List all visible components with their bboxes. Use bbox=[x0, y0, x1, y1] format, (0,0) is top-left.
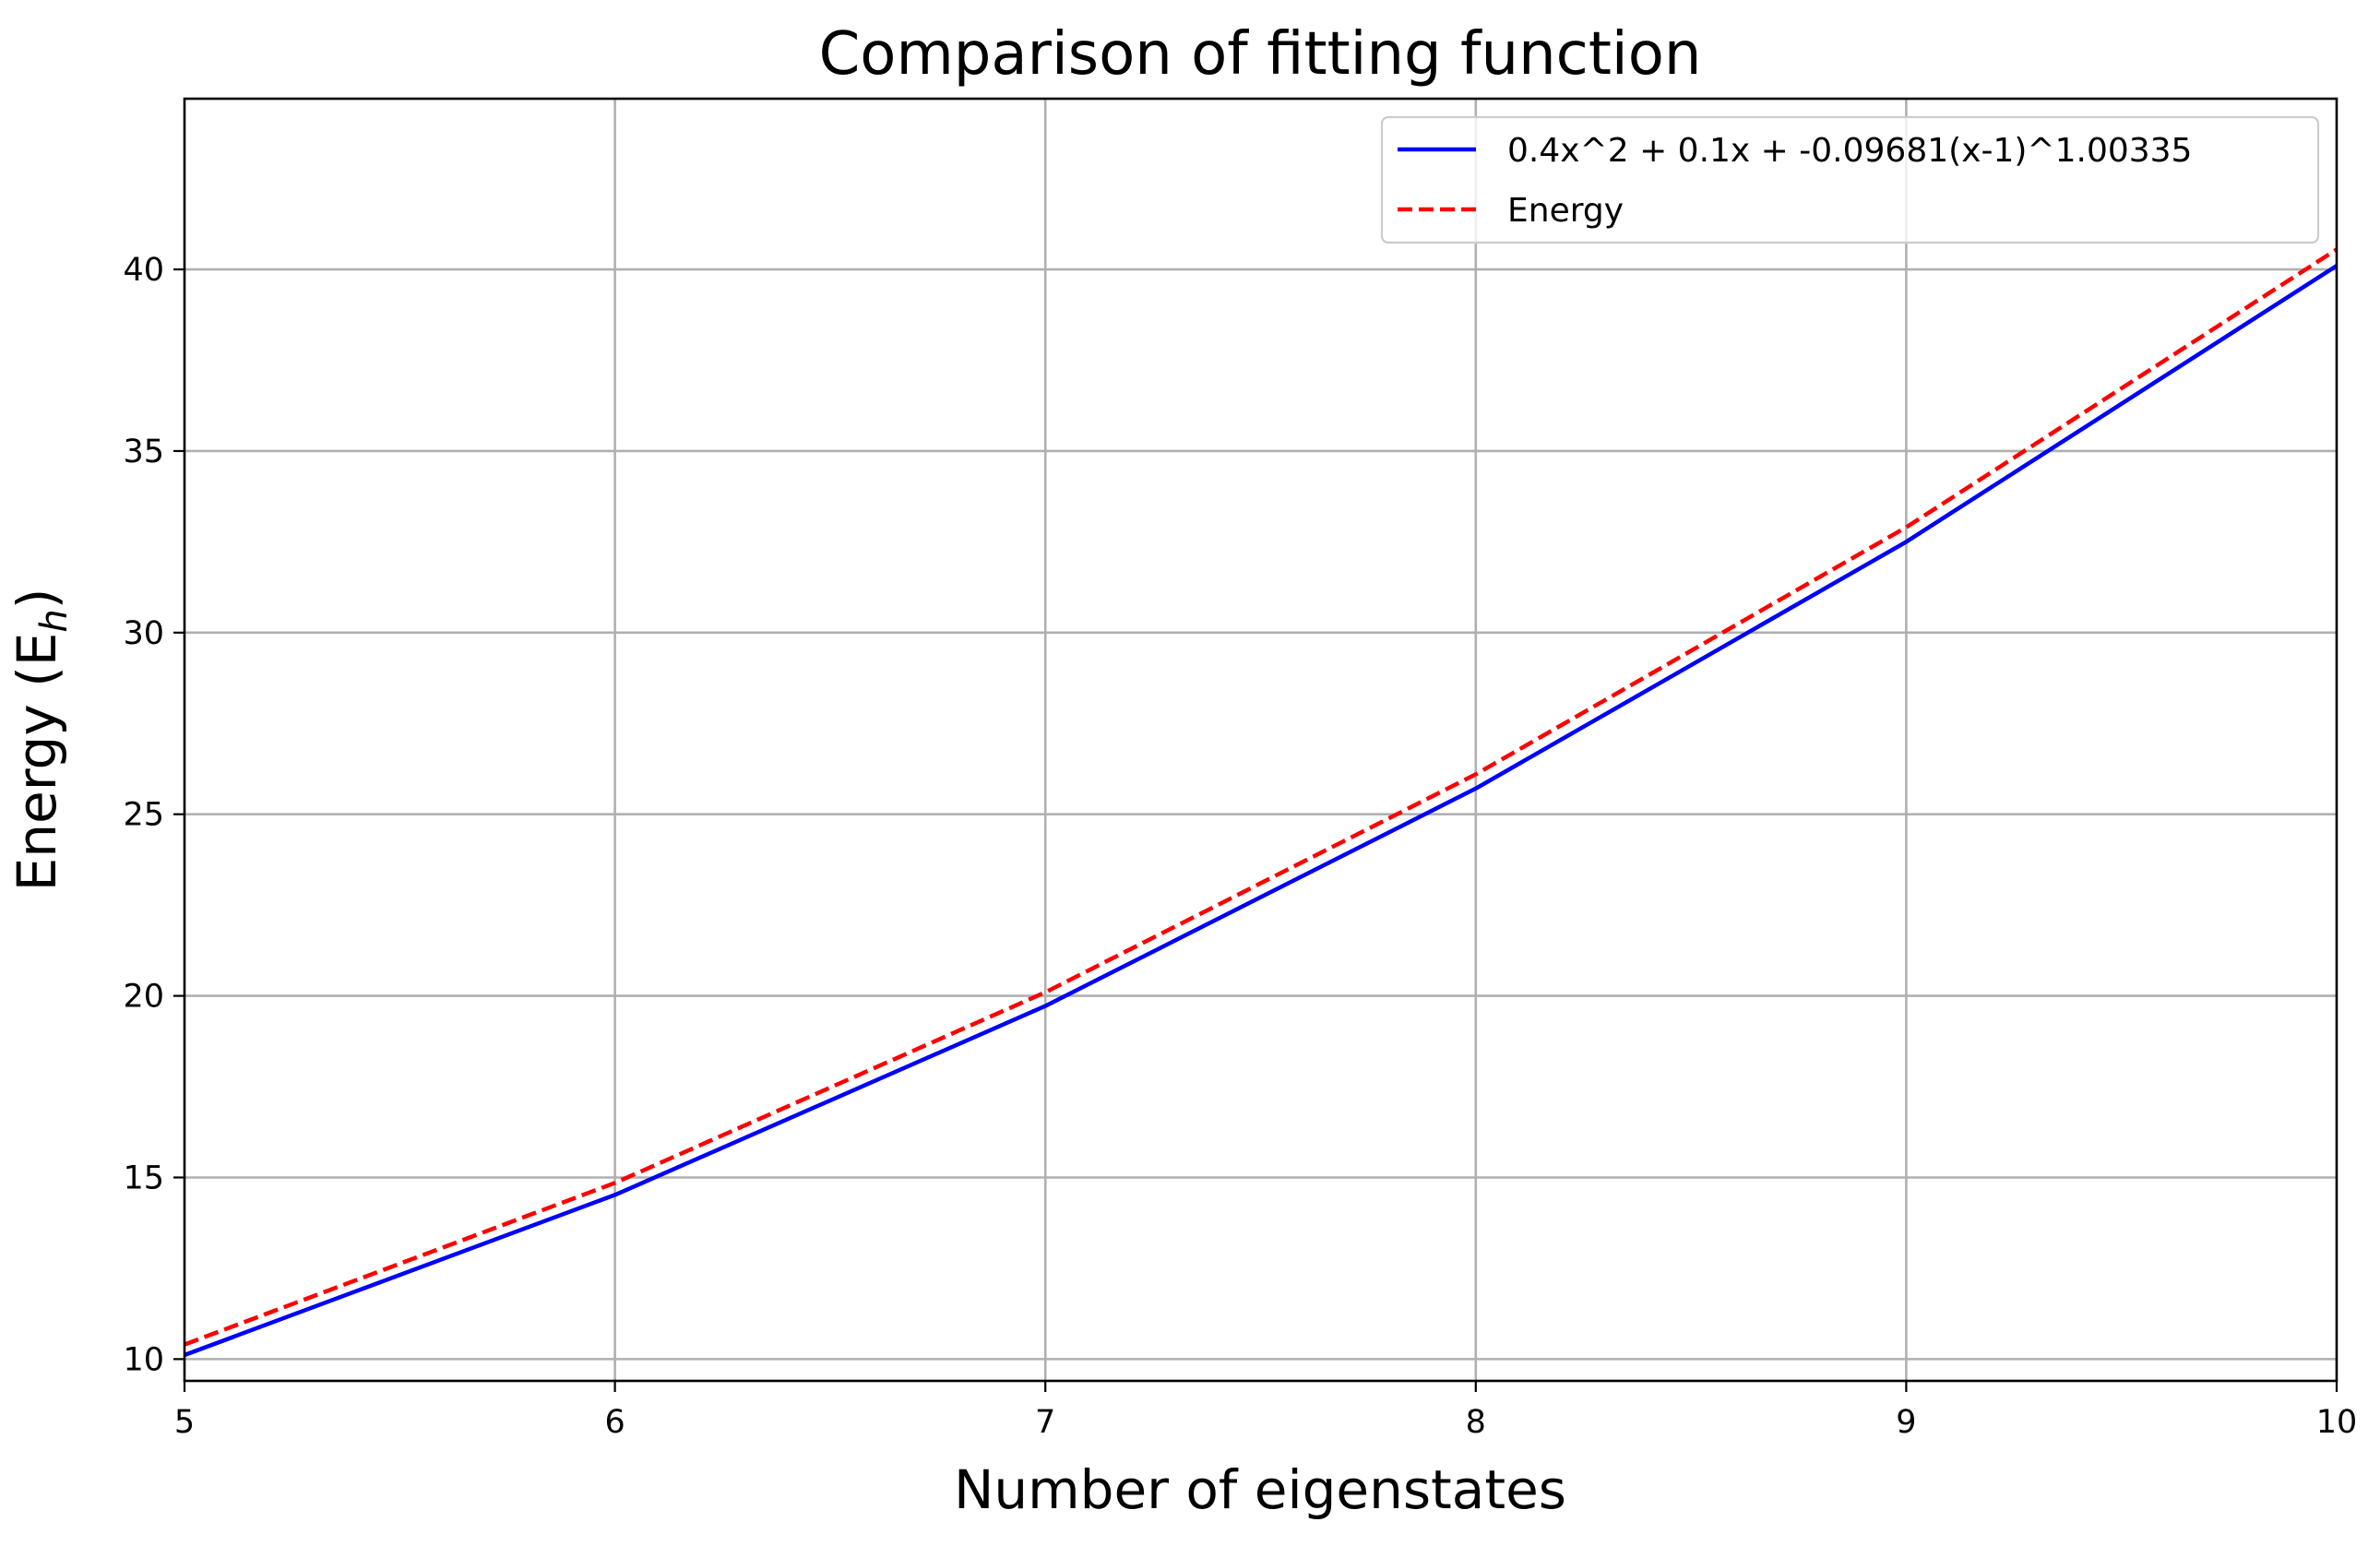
y-axis-label-subscript: h bbox=[33, 609, 76, 632]
y-tick-label: 20 bbox=[123, 979, 164, 1016]
axes-frame bbox=[183, 97, 2338, 1383]
y-tick-label: 10 bbox=[123, 1341, 164, 1378]
legend-label-fit: 0.4x^2 + 0.1x + -0.09681(x-1)^1.00335 bbox=[1507, 132, 2192, 170]
x-tick-label: 8 bbox=[1466, 1404, 1486, 1441]
legend: 0.4x^2 + 0.1x + -0.09681(x-1)^1.00335 En… bbox=[1380, 115, 2320, 244]
y-tick-label: 40 bbox=[123, 252, 164, 289]
x-tick-label: 5 bbox=[174, 1404, 195, 1441]
y-tick-label: 30 bbox=[123, 615, 164, 652]
y-axis-label-close: ) bbox=[6, 589, 68, 610]
legend-box bbox=[1380, 115, 2320, 244]
y-gridlines bbox=[184, 268, 2337, 1361]
x-tick-label: 6 bbox=[604, 1404, 625, 1441]
y-tick-label: 25 bbox=[123, 797, 164, 834]
series-line-energy bbox=[184, 247, 2338, 1347]
series-lines bbox=[184, 247, 2338, 1358]
series-line-fit bbox=[184, 264, 2338, 1358]
y-axis-ticks: 10 15 20 25 30 35 40 bbox=[123, 252, 184, 1378]
y-tick-label: 15 bbox=[123, 1160, 164, 1196]
x-axis-ticks: 5 6 7 8 9 10 bbox=[174, 1381, 2357, 1441]
y-tick-label: 35 bbox=[123, 434, 164, 470]
x-tick-label: 10 bbox=[2316, 1404, 2358, 1441]
y-axis-label-main: Energy (E bbox=[6, 633, 68, 892]
chart-title: Comparison of fitting function bbox=[819, 20, 1702, 89]
x-tick-label: 7 bbox=[1035, 1404, 1055, 1441]
plot-area bbox=[184, 99, 2337, 1381]
x-tick-label: 9 bbox=[1896, 1404, 1916, 1441]
x-axis-label: Number of eigenstates bbox=[954, 1458, 1566, 1521]
y-axis-label: Energy (Eh) bbox=[6, 589, 76, 892]
legend-label-energy: Energy bbox=[1507, 192, 1624, 230]
x-gridlines bbox=[613, 99, 1908, 1381]
